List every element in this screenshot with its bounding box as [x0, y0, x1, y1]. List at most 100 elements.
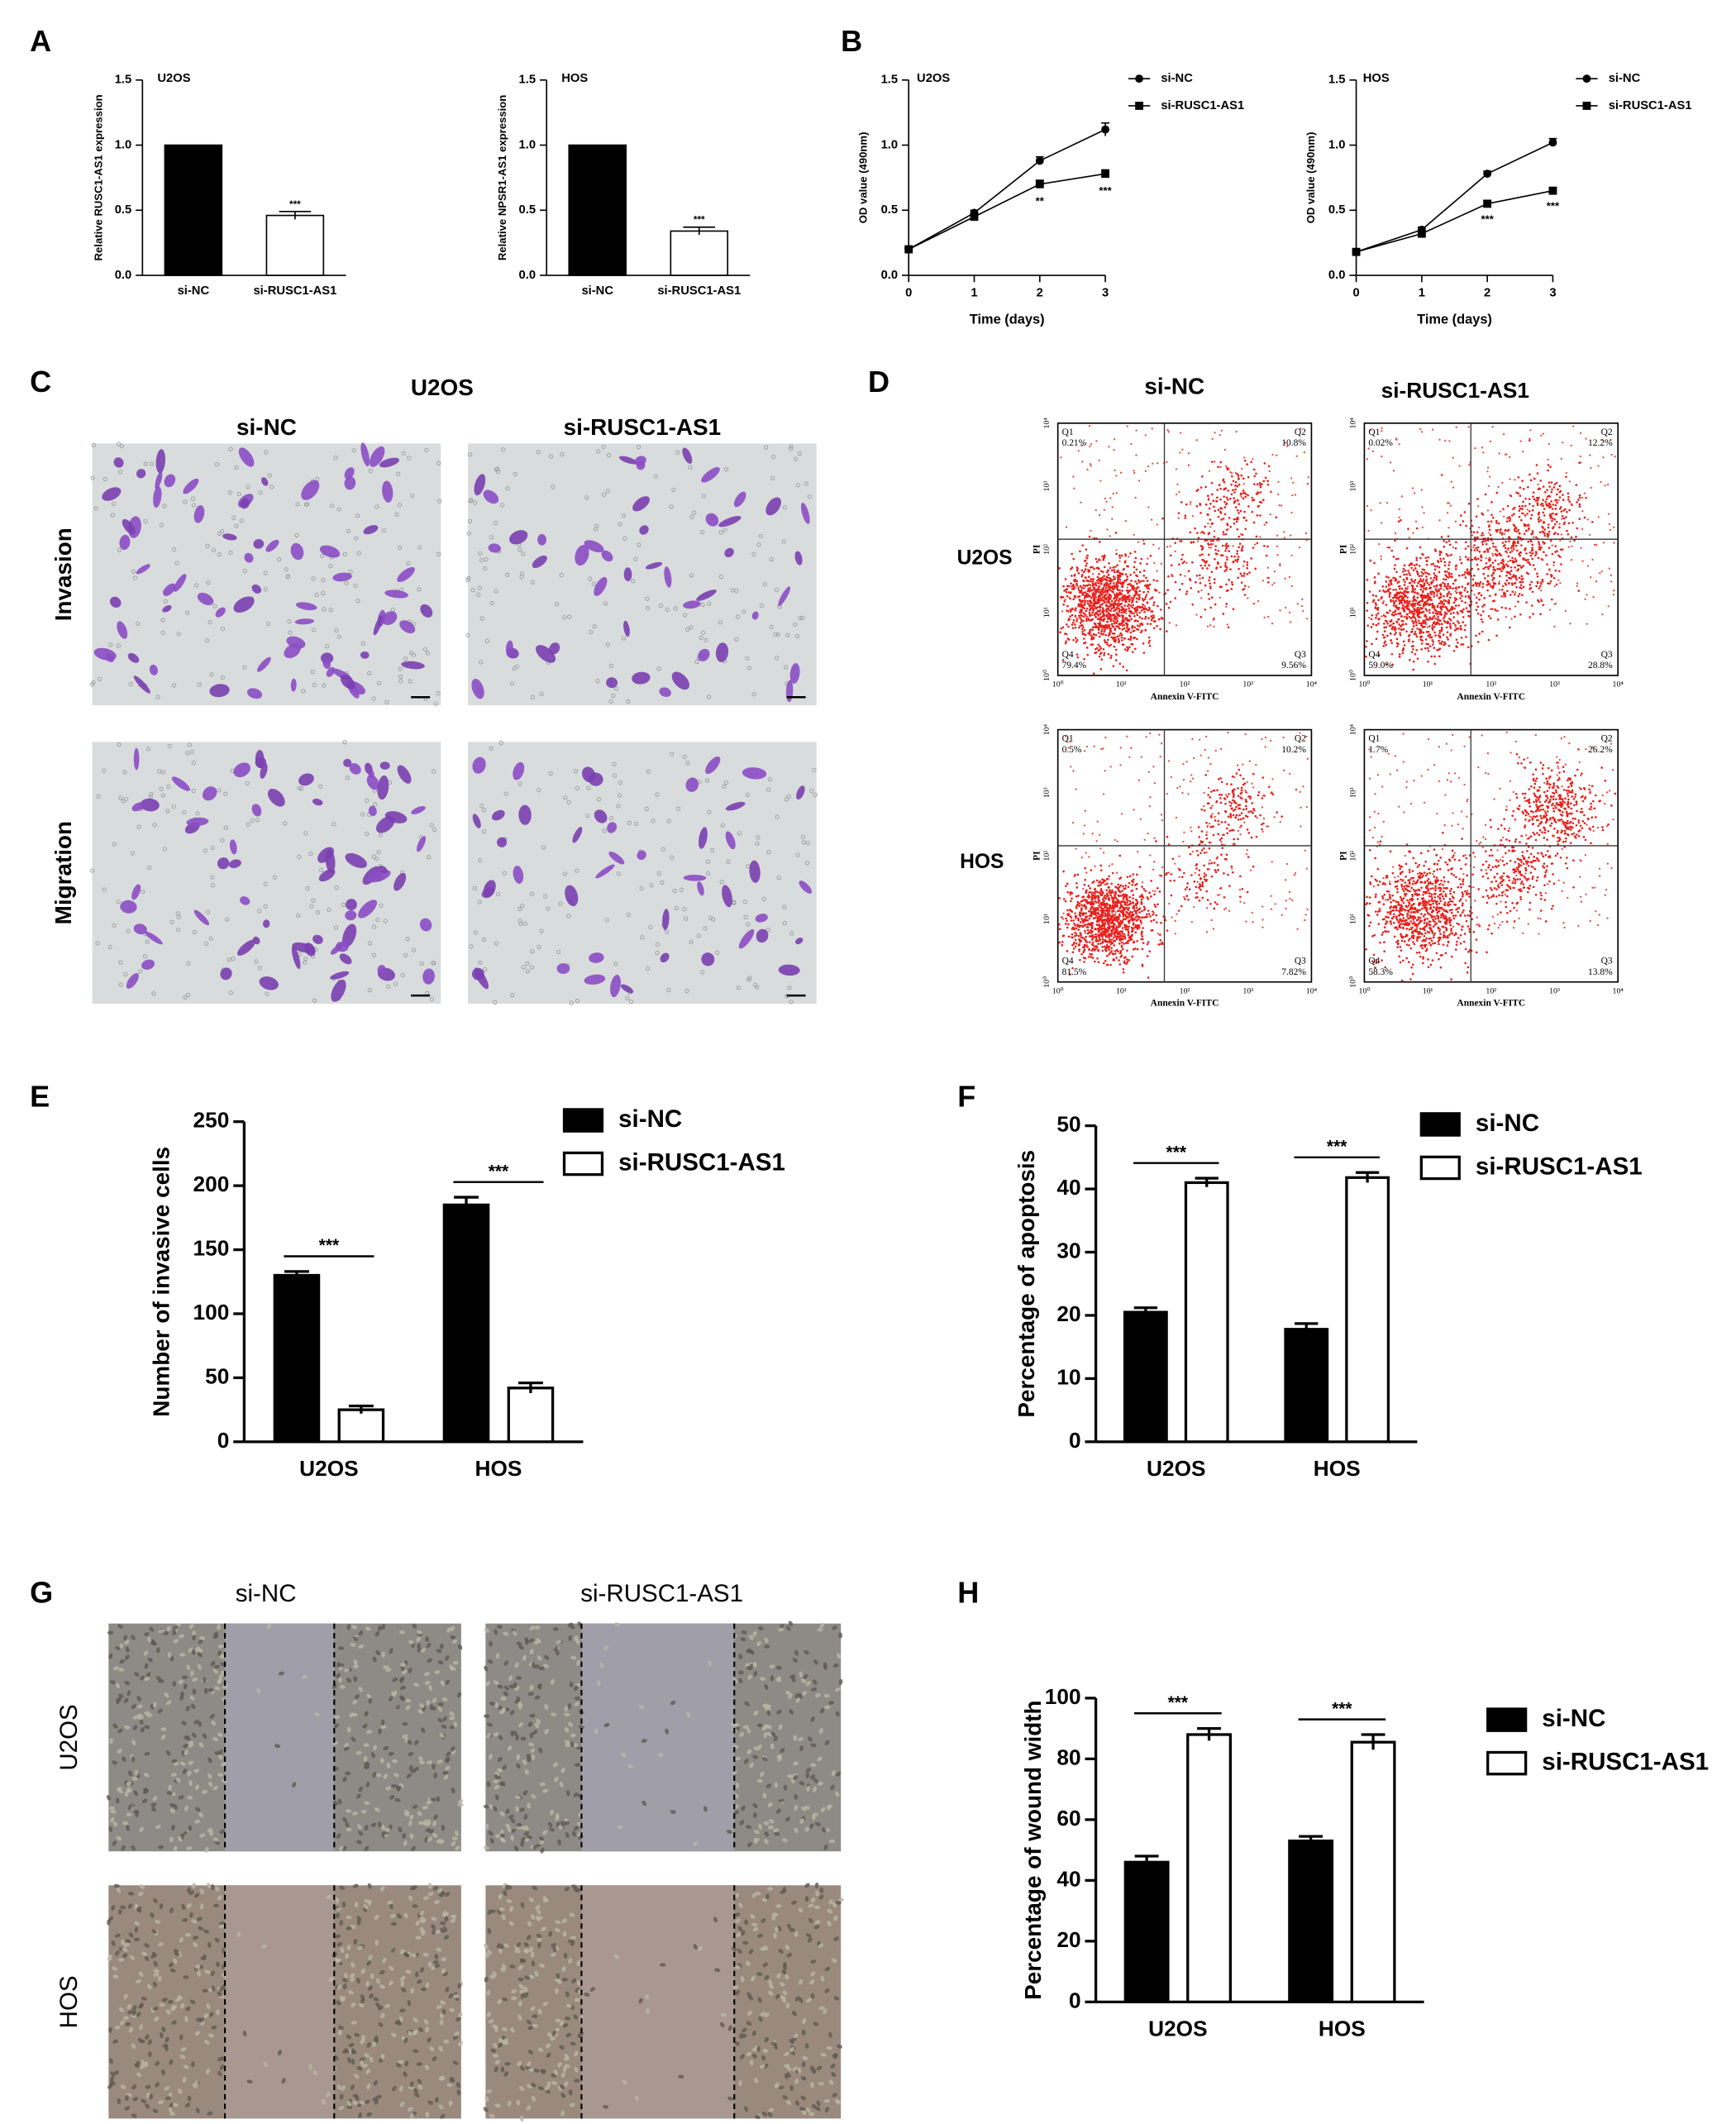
pore: [751, 551, 756, 556]
event-dot: [1076, 595, 1080, 599]
event-dot: [1169, 554, 1172, 557]
event-dot: [1409, 581, 1412, 585]
event-dot: [1252, 521, 1256, 524]
event-dot: [1072, 638, 1075, 642]
event-dot: [1079, 609, 1082, 611]
event-dot: [1471, 578, 1475, 581]
event-dot: [1276, 545, 1279, 547]
event-dot: [1560, 457, 1562, 460]
pore: [264, 450, 269, 455]
event-dot: [1125, 617, 1128, 619]
pore: [669, 752, 675, 757]
event-dot: [1207, 593, 1210, 595]
event-dot: [1204, 564, 1207, 567]
event-dot: [1414, 592, 1417, 594]
event-dot: [1140, 609, 1143, 612]
event-dot: [1495, 548, 1497, 551]
pore: [556, 949, 561, 955]
pore: [437, 499, 442, 504]
event-dot: [1435, 609, 1438, 613]
pore: [466, 575, 471, 580]
event-dot: [1090, 634, 1093, 637]
event-dot: [1554, 513, 1557, 516]
pore: [566, 799, 571, 804]
event-dot: [1094, 960, 1096, 963]
event-dot: [1397, 606, 1400, 609]
event-dot: [1112, 566, 1115, 569]
event-dot: [1438, 588, 1441, 591]
event-dot: [1447, 644, 1451, 647]
event-dot: [1103, 630, 1106, 633]
cell: [606, 677, 618, 689]
event-dot: [1514, 544, 1518, 547]
event-dot: [1288, 611, 1291, 614]
event-dot: [1448, 618, 1451, 620]
cell: [488, 543, 501, 553]
pore: [651, 819, 656, 823]
cell: [229, 839, 237, 855]
cell: [572, 826, 583, 843]
pore: [722, 784, 727, 789]
event-dot: [1192, 541, 1195, 543]
event-dot: [1199, 564, 1203, 567]
event-dot: [1578, 496, 1581, 499]
pore: [734, 588, 739, 594]
event-dot: [1370, 509, 1372, 512]
error-bar: [1197, 1726, 1222, 1741]
event-dot: [1419, 635, 1422, 638]
event-dot: [1494, 609, 1497, 612]
event-dot: [1562, 517, 1566, 520]
event-dot: [1138, 594, 1141, 596]
event-dot: [1147, 642, 1151, 644]
event-dot: [1522, 500, 1524, 504]
event-dot: [1525, 529, 1528, 532]
pore: [500, 447, 506, 452]
cell: [343, 758, 352, 767]
event-dot: [1199, 581, 1202, 585]
pore: [371, 952, 377, 957]
event-dot: [1219, 487, 1222, 490]
event-dot: [1089, 445, 1091, 448]
event-dot: [1546, 495, 1549, 498]
event-dot: [1146, 943, 1149, 946]
pore: [333, 925, 339, 930]
pore: [640, 935, 645, 940]
x-tick-label: si-NC: [178, 284, 210, 298]
event-dot: [1099, 579, 1101, 582]
event-dot: [1411, 619, 1414, 623]
event-dot: [1080, 569, 1084, 572]
event-dot: [1455, 645, 1458, 648]
event-dot: [1103, 618, 1105, 621]
pore: [789, 1000, 794, 1005]
pore: [322, 607, 327, 612]
event-dot: [1482, 534, 1485, 537]
pore: [682, 754, 687, 760]
pore: [117, 442, 122, 446]
event-dot: [1395, 599, 1398, 603]
event-dot: [1097, 581, 1099, 585]
event-dot: [1069, 608, 1071, 611]
y-axis-label: Percentage of apoptosis: [1013, 1150, 1039, 1418]
event-dot: [1219, 465, 1222, 469]
event-dot: [1433, 655, 1436, 658]
event-dot: [1061, 596, 1065, 599]
event-dot: [1107, 595, 1110, 599]
event-dot: [1381, 429, 1383, 432]
event-dot: [1420, 642, 1424, 645]
event-dot: [1118, 662, 1122, 666]
event-dot: [1115, 581, 1118, 585]
event-dot: [1161, 517, 1164, 520]
event-dot: [1427, 649, 1430, 652]
panel-label: E: [30, 1079, 50, 1113]
event-dot: [1105, 570, 1109, 574]
event-dot: [1476, 531, 1479, 533]
pore: [321, 590, 326, 596]
event-dot: [1170, 894, 1173, 897]
event-dot: [1416, 657, 1419, 660]
event-dot: [1381, 427, 1383, 429]
event-dot: [1078, 614, 1080, 618]
pore: [97, 676, 103, 682]
event-dot: [1199, 532, 1202, 534]
event-dot: [1084, 570, 1086, 572]
event-dot: [1522, 585, 1525, 589]
